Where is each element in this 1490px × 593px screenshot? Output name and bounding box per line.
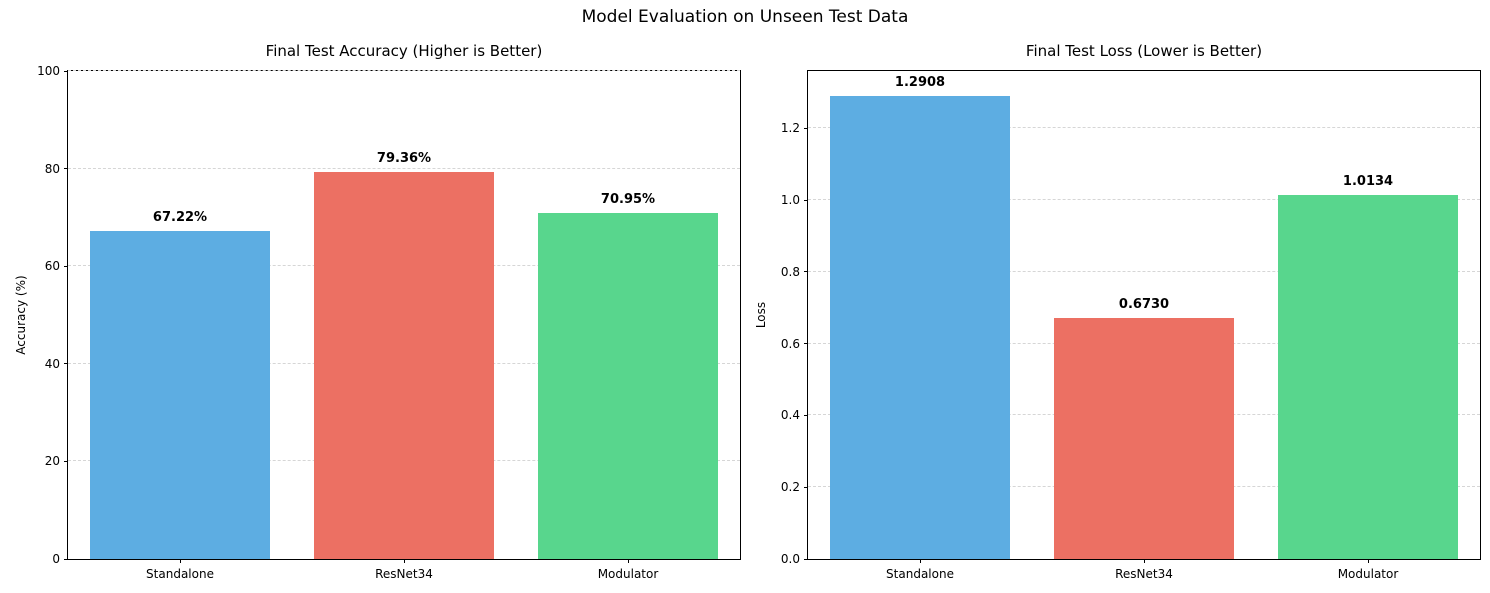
bar-value-label: 1.0134: [1342, 174, 1394, 190]
y-tick-mark: [64, 460, 68, 462]
x-tick-mark: [403, 559, 405, 563]
y-tick-mark: [64, 70, 68, 72]
y-tick-mark: [804, 486, 808, 488]
x-tick-label: Modulator: [1337, 567, 1399, 581]
y-tick-label: 40: [44, 356, 60, 371]
x-tick-mark: [1143, 559, 1145, 563]
bar: [90, 230, 270, 559]
bar-value-label: 79.36%: [376, 150, 432, 166]
y-tick-label: 0.4: [780, 408, 800, 423]
y-tick-label: 0: [52, 552, 60, 566]
bar: [538, 212, 718, 559]
gridline: [808, 199, 1480, 201]
accuracy-subplot: Final Test Accuracy (Higher is Better) A…: [14, 42, 741, 581]
y-tick-mark: [64, 265, 68, 267]
x-tick-label: Modulator: [597, 567, 659, 581]
y-tick-mark: [64, 558, 68, 560]
y-tick-label: 0.6: [780, 336, 800, 351]
gridline: [808, 270, 1480, 272]
gridline: [808, 127, 1480, 129]
y-tick-mark: [804, 199, 808, 201]
x-tick-mark: [919, 559, 921, 563]
y-tick-label: 60: [44, 259, 60, 274]
y-tick-label: 0.8: [780, 264, 800, 279]
loss-subplot: Final Test Loss (Lower is Better) Loss 0…: [754, 42, 1481, 581]
y-tick-mark: [64, 168, 68, 170]
figure-title: Model Evaluation on Unseen Test Data: [581, 7, 909, 27]
y-tick-mark: [804, 558, 808, 560]
gridline: [68, 70, 740, 71]
y-tick-label: 1.0: [780, 193, 800, 208]
bar-value-label: 70.95%: [600, 191, 656, 207]
bar: [314, 171, 494, 559]
accuracy-y-axis-label: Accuracy (%): [14, 275, 28, 355]
y-tick-label: 0.2: [780, 480, 800, 495]
bar: [830, 95, 1010, 559]
x-tick-mark: [1367, 559, 1369, 563]
y-tick-label: 0.0: [780, 552, 800, 566]
accuracy-subplot-title: Final Test Accuracy (Higher is Better): [265, 42, 543, 60]
bar-value-label: 67.22%: [152, 209, 208, 225]
gridline: [68, 167, 740, 169]
loss-y-axis-label: Loss: [754, 301, 768, 329]
x-tick-mark: [179, 559, 181, 563]
x-tick-mark: [627, 559, 629, 563]
y-tick-label: 20: [44, 454, 60, 469]
bar: [1054, 317, 1234, 559]
y-tick-label: 100: [37, 64, 60, 78]
y-tick-mark: [64, 363, 68, 365]
y-tick-mark: [804, 127, 808, 129]
x-tick-label: ResNet34: [1115, 567, 1173, 581]
y-tick-label: 80: [44, 161, 60, 176]
x-tick-label: Standalone: [886, 567, 954, 581]
y-tick-mark: [804, 271, 808, 273]
bar: [1278, 195, 1458, 559]
bar-value-label: 1.2908: [894, 74, 946, 90]
y-tick-label: 1.2: [780, 121, 800, 136]
y-tick-mark: [804, 343, 808, 345]
y-tick-mark: [804, 414, 808, 416]
x-tick-label: Standalone: [146, 567, 214, 581]
x-tick-label: ResNet34: [375, 567, 433, 581]
bar-value-label: 0.6730: [1118, 296, 1170, 312]
loss-subplot-title: Final Test Loss (Lower is Better): [1025, 42, 1263, 60]
